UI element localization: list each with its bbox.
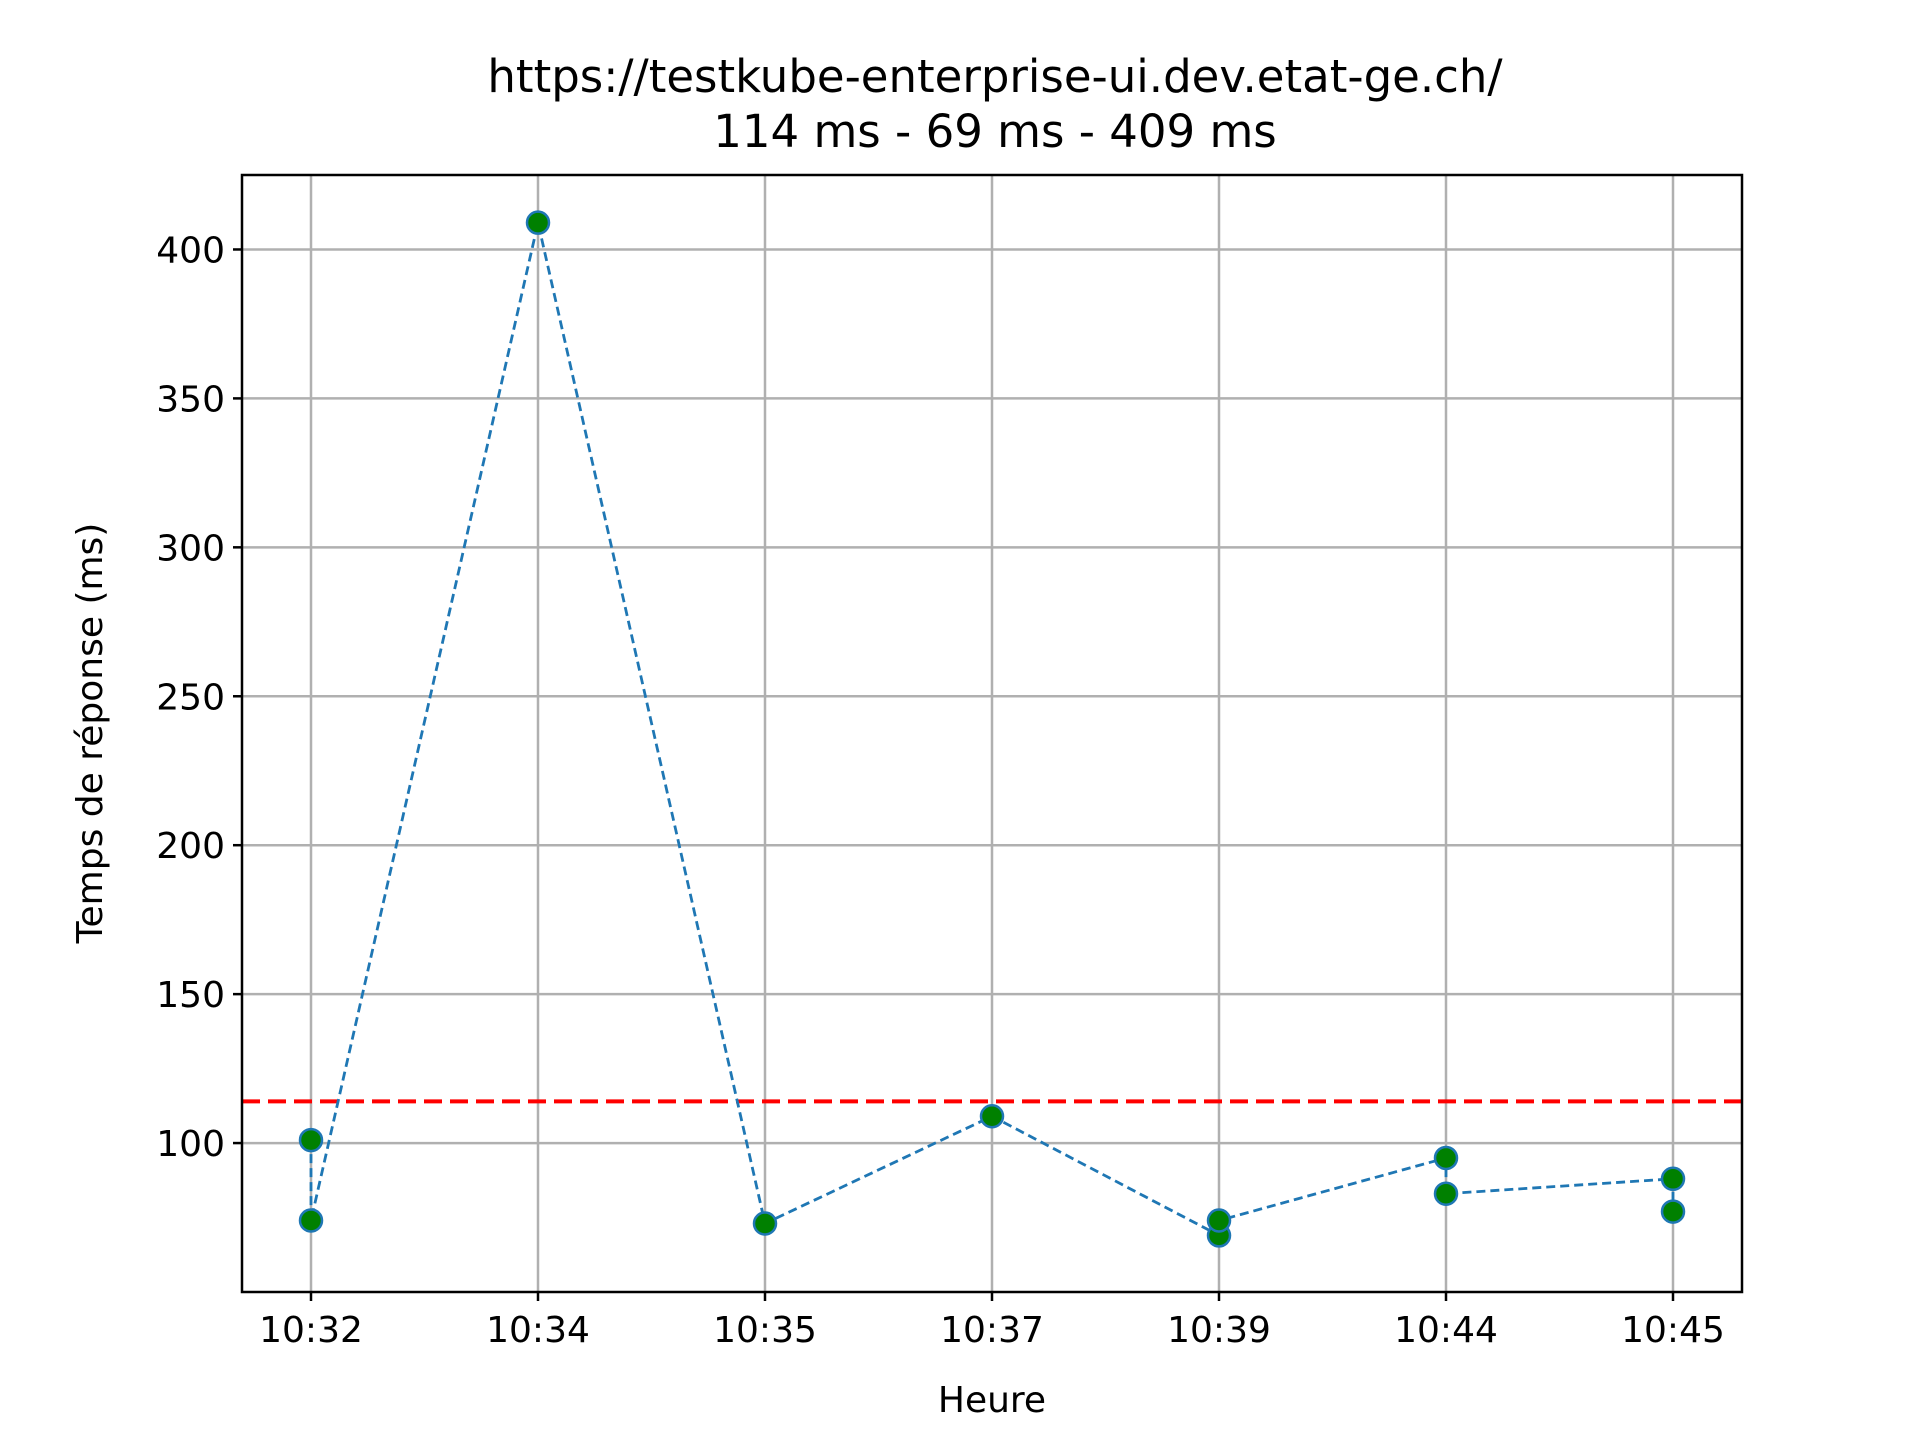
x-tick-label: 10:37 <box>940 1310 1044 1351</box>
y-tick-label: 350 <box>156 379 225 420</box>
y-tick-label: 400 <box>156 230 225 271</box>
data-point <box>298 1127 324 1153</box>
series-layer <box>298 210 1686 1248</box>
x-tick-label: 10:32 <box>259 1310 363 1351</box>
chart-title: https://testkube-enterprise-ui.dev.etat-… <box>487 50 1503 103</box>
x-axis-label: Heure <box>938 1380 1046 1421</box>
data-point <box>979 1104 1005 1129</box>
x-tick-label: 10:45 <box>1621 1310 1725 1351</box>
x-tick-label: 10:34 <box>486 1310 590 1351</box>
grid <box>242 175 1742 1292</box>
y-axis-label: Temps de réponse (ms) <box>70 523 111 945</box>
tick-layer: 10:32 10:34 10:35 10:37 10:39 10:44 10:45 100 15… <box>156 230 1725 1351</box>
data-point <box>525 210 551 235</box>
y-tick-label: 300 <box>156 528 225 569</box>
x-tick-label: 10:44 <box>1394 1310 1498 1351</box>
data-point <box>1433 1145 1459 1171</box>
data-point <box>1660 1166 1686 1192</box>
data-point <box>1433 1181 1459 1206</box>
x-tick-label: 10:39 <box>1167 1310 1271 1351</box>
y-tick-label: 200 <box>156 826 225 867</box>
x-tick-label: 10:35 <box>713 1310 817 1351</box>
y-tick-label: 250 <box>156 677 225 718</box>
data-point <box>1206 1208 1232 1233</box>
y-tick-label: 150 <box>156 975 225 1016</box>
data-point <box>298 1208 324 1233</box>
y-tick-label: 100 <box>156 1124 225 1165</box>
data-point <box>752 1211 778 1236</box>
data-point <box>1660 1199 1686 1224</box>
chart-subtitle: 114 ms - 69 ms - 409 ms <box>713 105 1277 158</box>
